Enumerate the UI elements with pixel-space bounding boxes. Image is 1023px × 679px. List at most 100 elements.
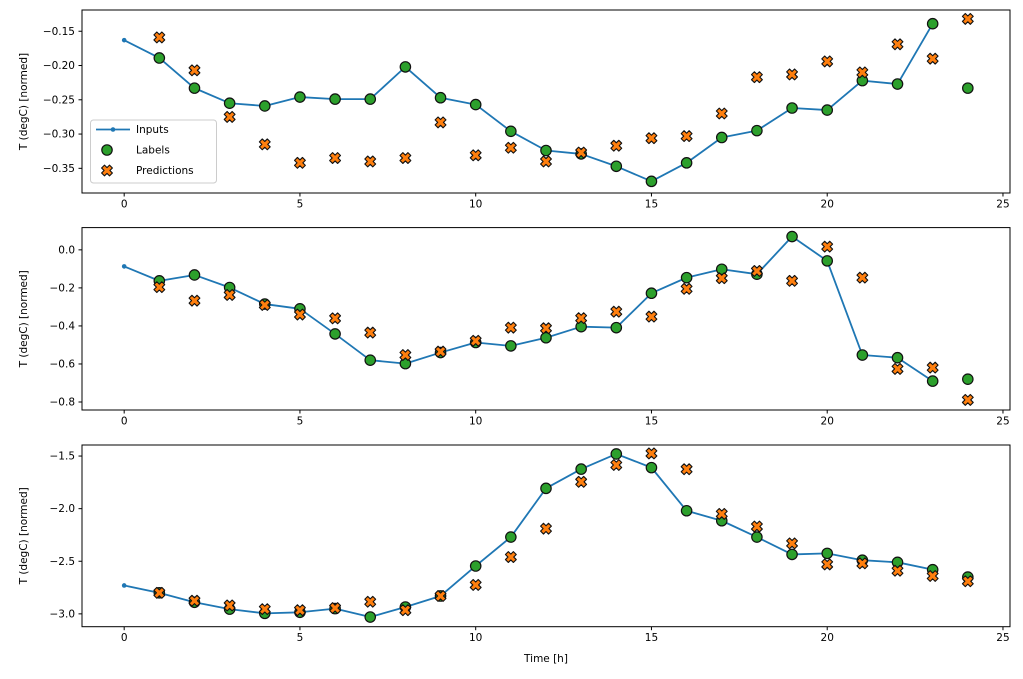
- predictions-marker: [469, 149, 482, 162]
- predictions-marker: [364, 155, 377, 168]
- labels-marker: [223, 97, 236, 110]
- labels-marker: [540, 331, 552, 344]
- legend-predictions-marker-sample: [101, 164, 113, 177]
- labels-marker: [751, 531, 763, 543]
- labels-marker: [294, 91, 306, 103]
- x-tick-label: 25: [996, 199, 1009, 211]
- predictions-marker: [680, 463, 693, 476]
- x-tick-label: 15: [645, 632, 658, 644]
- predictions-marker: [540, 155, 552, 168]
- predictions-marker: [188, 64, 201, 77]
- labels-marker: [575, 463, 587, 475]
- predictions-marker: [293, 308, 306, 321]
- predictions-marker: [504, 551, 517, 564]
- x-tick-label: 0: [121, 632, 128, 644]
- y-axis-title: T (degC) [normed]: [18, 487, 30, 585]
- y-axis-title: T (degC) [normed]: [18, 270, 30, 368]
- labels-marker: [258, 100, 271, 112]
- legend: Inputs Labels Predictions: [90, 119, 217, 184]
- legend-label: Inputs: [136, 124, 169, 136]
- predictions-marker: [153, 586, 166, 599]
- predictions-marker: [715, 507, 728, 520]
- axes-frame: [81, 227, 1011, 411]
- labels-marker: [786, 230, 798, 243]
- y-tick-label: −0.20: [43, 60, 75, 72]
- inputs-point-marker: [121, 37, 127, 43]
- predictions-marker: [258, 603, 271, 616]
- labels-marker: [610, 160, 623, 173]
- predictions-marker: [926, 570, 939, 582]
- y-tick-label: −0.30: [43, 129, 75, 141]
- x-tick-label: 0: [121, 199, 128, 211]
- predictions-marker: [469, 334, 482, 347]
- predictions-marker: [645, 310, 658, 323]
- predictions-marker: [680, 130, 693, 143]
- labels-marker: [364, 354, 377, 366]
- labels-marker: [680, 157, 693, 169]
- predictions-marker: [364, 595, 377, 608]
- y-tick-label: −0.4: [50, 321, 76, 333]
- labels-marker: [505, 340, 517, 352]
- labels-marker: [715, 131, 728, 144]
- legend-labels-marker-sample: [101, 144, 113, 156]
- predictions-marker: [715, 272, 728, 285]
- predictions-marker: [223, 288, 236, 301]
- x-tick-label: 10: [469, 416, 482, 428]
- y-tick-label: −2.0: [50, 503, 76, 515]
- predictions-marker: [575, 312, 588, 325]
- labels-marker: [645, 175, 658, 188]
- axes-background: [82, 10, 1010, 193]
- y-tick-label: −0.15: [43, 26, 75, 38]
- predictions-marker: [223, 599, 236, 612]
- y-axis-title: T (degC) [normed]: [18, 53, 30, 151]
- predictions-marker: [891, 564, 904, 577]
- y-tick-label: −0.6: [50, 359, 76, 371]
- labels-marker: [505, 125, 517, 138]
- x-tick-label: 10: [469, 199, 482, 211]
- axes-frame: [81, 444, 1011, 628]
- inputs-line: [123, 235, 934, 382]
- x-tick-label: 15: [645, 416, 658, 428]
- labels-marker: [926, 375, 939, 387]
- labels-marker: [821, 104, 834, 116]
- y-tick-label: 0.0: [58, 244, 75, 256]
- labels-marker: [962, 373, 974, 385]
- x-tick-label: 20: [821, 632, 834, 644]
- predictions-marker: [469, 578, 482, 591]
- predictions-marker: [610, 459, 623, 471]
- predictions-marker: [504, 141, 517, 154]
- predictions-marker: [293, 604, 306, 617]
- predictions-marker: [645, 132, 658, 145]
- labels-marker: [786, 548, 798, 561]
- labels-scatter-series: [153, 17, 974, 188]
- labels-marker: [469, 98, 482, 111]
- predictions-marker: [856, 271, 869, 284]
- predictions-marker: [961, 575, 974, 588]
- x-tick-label: 25: [996, 632, 1009, 644]
- inputs-point-marker: [121, 583, 127, 588]
- predictions-marker: [856, 66, 869, 79]
- labels-marker: [891, 78, 904, 90]
- predictions-marker: [645, 447, 658, 460]
- inputs-line: [123, 453, 934, 618]
- predictions-marker: [329, 312, 342, 325]
- axes-background: [82, 227, 1010, 410]
- predictions-marker: [786, 537, 799, 550]
- x-tick-label: 25: [996, 416, 1009, 428]
- y-tick-label: −3.0: [50, 608, 76, 620]
- labels-marker: [505, 531, 517, 543]
- labels-marker: [856, 349, 869, 361]
- predictions-marker: [786, 68, 799, 81]
- subplot-3: 0 5 10 15 20 25 −1.5 −2.0 −2.5 −3.0 T (degC) [norm…: [18, 444, 1011, 644]
- y-tick-label: −0.25: [43, 94, 75, 106]
- predictions-marker: [786, 274, 799, 287]
- predictions-marker: [329, 152, 342, 164]
- predictions-marker: [540, 322, 552, 335]
- predictions-marker: [750, 265, 763, 277]
- labels-marker: [469, 560, 482, 572]
- x-tick-label: 10: [469, 632, 482, 644]
- labels-marker: [645, 287, 658, 300]
- y-tick-label: −0.2: [50, 282, 76, 294]
- axes-frame: [81, 9, 1011, 194]
